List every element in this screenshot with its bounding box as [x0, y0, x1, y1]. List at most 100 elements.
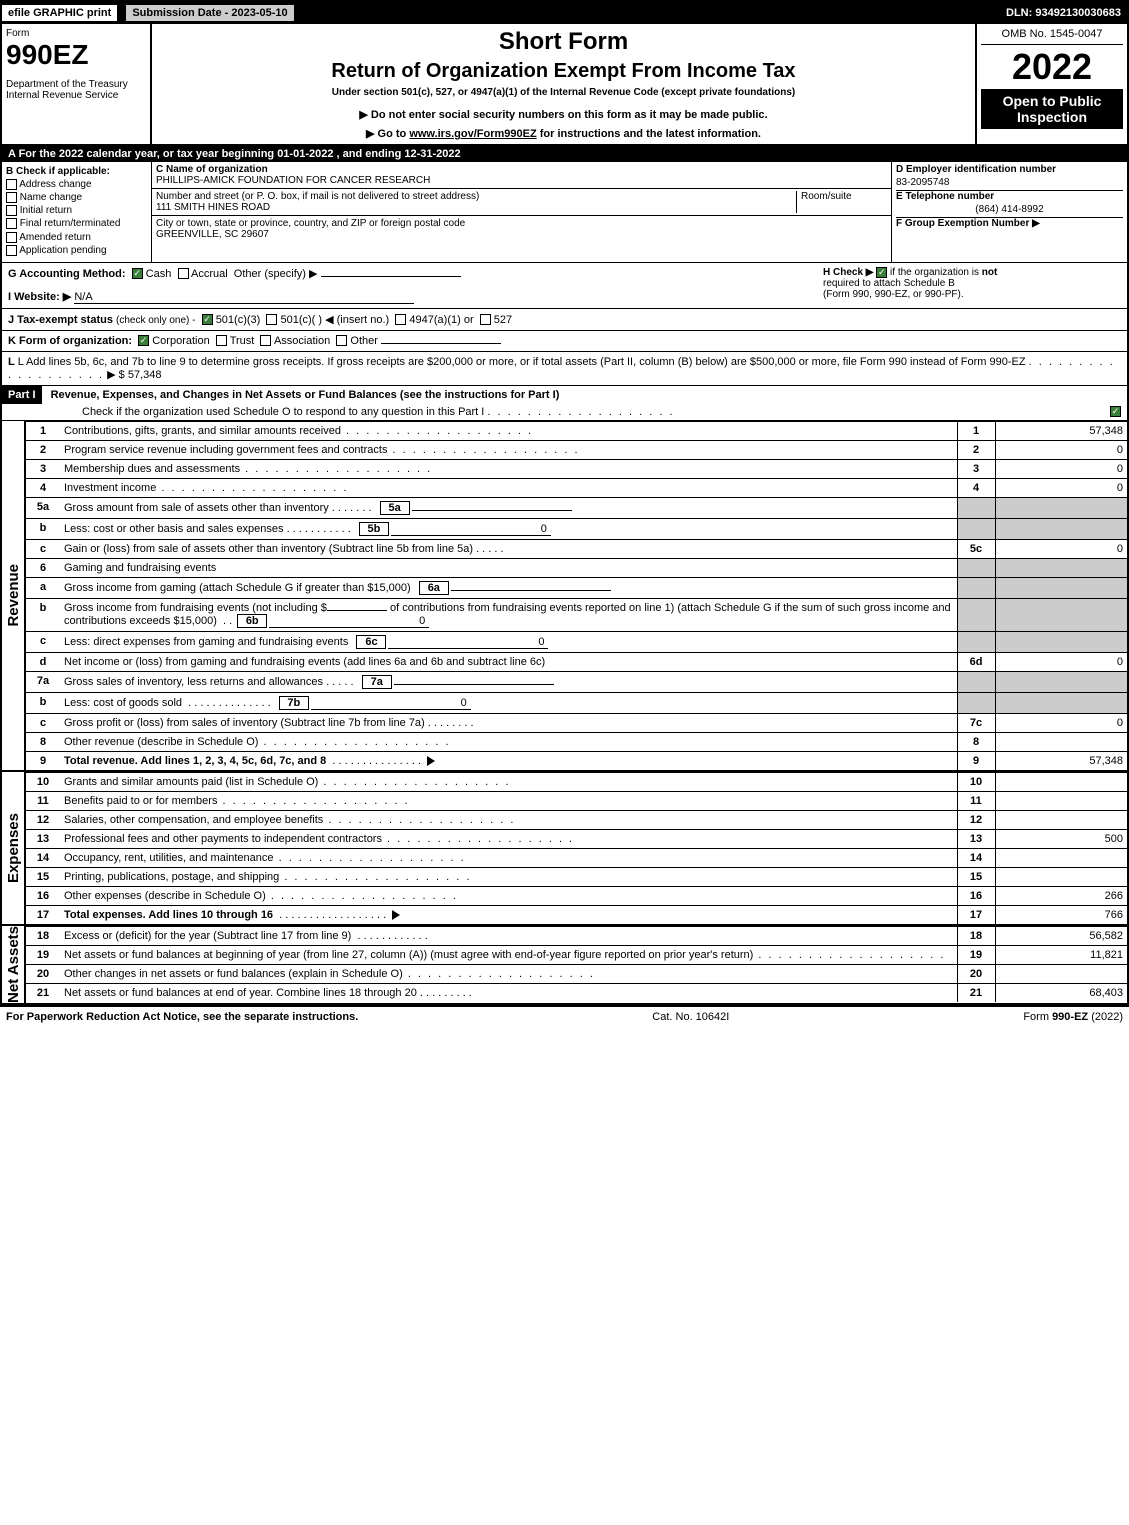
line-8: 8Other revenue (describe in Schedule O)8: [26, 732, 1127, 751]
line-5a: 5aGross amount from sale of assets other…: [26, 497, 1127, 518]
row-h: H Check ▶ ✓ if the organization is not r…: [817, 263, 1127, 308]
title-short-form: Short Form: [156, 28, 971, 56]
part1-check-note: Check if the organization used Schedule …: [82, 406, 484, 418]
line-13: 13Professional fees and other payments t…: [26, 829, 1127, 848]
submission-box: Submission Date - 2023-05-10: [125, 4, 294, 22]
col-b-checkboxes: B Check if applicable: Address change Na…: [2, 162, 152, 262]
chk-schedule-o[interactable]: ✓: [1110, 406, 1121, 417]
row-gh: G Accounting Method: ✓ Cash Accrual Othe…: [2, 263, 1127, 309]
chk-527[interactable]: [480, 314, 491, 325]
footer-right: Form 990-EZ (2022): [1023, 1011, 1123, 1023]
line-18: 18Excess or (deficit) for the year (Subt…: [26, 926, 1127, 945]
k-opt2: Association: [274, 335, 330, 347]
chk-association[interactable]: [260, 335, 271, 346]
c-street-row: Number and street (or P. O. box, if mail…: [152, 189, 891, 216]
b-label: B Check if applicable:: [6, 166, 147, 177]
col-c-org-info: C Name of organization PHILLIPS-AMICK FO…: [152, 162, 892, 262]
k-opt3: Other: [350, 335, 378, 347]
line-3: 3Membership dues and assessments30: [26, 459, 1127, 478]
j-opt1: 501(c)( ) ◀ (insert no.): [281, 314, 390, 326]
form-990ez: efile GRAPHIC print Submission Date - 20…: [0, 0, 1129, 1005]
line-7c: cGross profit or (loss) from sales of in…: [26, 713, 1127, 732]
note2-post: for instructions and the latest informat…: [537, 128, 761, 140]
arrow-icon: [392, 910, 400, 920]
h-post: if the organization is: [887, 267, 982, 278]
top-bar: efile GRAPHIC print Submission Date - 20…: [2, 2, 1127, 24]
k-opt1: Trust: [230, 335, 255, 347]
section-bcd: B Check if applicable: Address change Na…: [2, 162, 1127, 263]
footer-catno: Cat. No. 10642I: [652, 1011, 729, 1023]
inspection-badge: Open to Public Inspection: [981, 89, 1123, 129]
c-name-row: C Name of organization PHILLIPS-AMICK FO…: [152, 162, 891, 189]
arrow-icon: [427, 756, 435, 766]
chk-trust[interactable]: [216, 335, 227, 346]
l-text: L Add lines 5b, 6c, and 7b to line 9 to …: [18, 356, 1026, 368]
line-6d: dNet income or (loss) from gaming and fu…: [26, 652, 1127, 671]
dln-box: DLN: 93492130030683: [1006, 7, 1127, 19]
org-name: PHILLIPS-AMICK FOUNDATION FOR CANCER RES…: [156, 175, 887, 186]
chk-amended-return[interactable]: Amended return: [6, 232, 147, 243]
line-19: 19Net assets or fund balances at beginni…: [26, 945, 1127, 964]
city-value: GREENVILLE, SC 29607: [156, 229, 887, 240]
k-label: K Form of organization:: [8, 335, 132, 347]
h-line3: (Form 990, 990-EZ, or 990-PF).: [823, 289, 1121, 300]
subtitle: Under section 501(c), 527, or 4947(a)(1)…: [156, 87, 971, 98]
revenue-section: Revenue 1Contributions, gifts, grants, a…: [2, 421, 1127, 770]
line-12: 12Salaries, other compensation, and empl…: [26, 810, 1127, 829]
expenses-section: Expenses 10Grants and similar amounts pa…: [2, 770, 1127, 924]
chk-501c[interactable]: [266, 314, 277, 325]
form-number: 990EZ: [6, 39, 146, 71]
chk-application-pending[interactable]: Application pending: [6, 245, 147, 256]
g-other-input[interactable]: [321, 276, 461, 277]
header-left: Form 990EZ Department of the Treasury In…: [2, 24, 152, 144]
header-right: OMB No. 1545-0047 2022 Open to Public In…: [977, 24, 1127, 144]
chk-initial-return[interactable]: Initial return: [6, 205, 147, 216]
chk-501c3[interactable]: ✓: [202, 314, 213, 325]
chk-corporation[interactable]: ✓: [138, 335, 149, 346]
chk-other-org[interactable]: [336, 335, 347, 346]
chk-4947[interactable]: [395, 314, 406, 325]
line-6c: cLess: direct expenses from gaming and f…: [26, 631, 1127, 652]
chk-address-change[interactable]: Address change: [6, 179, 147, 190]
k-other-input[interactable]: [381, 343, 501, 344]
line-21: 21Net assets or fund balances at end of …: [26, 983, 1127, 1002]
line-10: 10Grants and similar amounts paid (list …: [26, 772, 1127, 791]
line-5c: cGain or (loss) from sale of assets othe…: [26, 539, 1127, 558]
irs-link[interactable]: www.irs.gov/Form990EZ: [409, 128, 536, 140]
chk-cash[interactable]: ✓: [132, 268, 143, 279]
l-amount: 57,348: [128, 369, 162, 381]
h-line2: required to attach Schedule B: [823, 278, 1121, 289]
dept-text: Department of the Treasury Internal Reve…: [6, 79, 146, 101]
chk-schedule-b[interactable]: ✓: [876, 267, 887, 278]
c-name-label: C Name of organization: [156, 164, 887, 175]
line-2: 2Program service revenue including gover…: [26, 440, 1127, 459]
chk-accrual[interactable]: [178, 268, 189, 279]
netassets-section: Net Assets 18Excess or (deficit) for the…: [2, 924, 1127, 1003]
form-header: Form 990EZ Department of the Treasury In…: [2, 24, 1127, 146]
j-opt0: 501(c)(3): [216, 314, 261, 326]
netassets-table: 18Excess or (deficit) for the year (Subt…: [26, 926, 1127, 1002]
header-center: Short Form Return of Organization Exempt…: [152, 24, 977, 144]
line-20: 20Other changes in net assets or fund ba…: [26, 964, 1127, 983]
ein-label: D Employer identification number: [896, 164, 1123, 175]
efile-badge: efile GRAPHIC print: [2, 5, 117, 21]
c-city-row: City or town, state or province, country…: [152, 216, 891, 242]
omb-number: OMB No. 1545-0047: [981, 28, 1123, 45]
line-16: 16Other expenses (describe in Schedule O…: [26, 886, 1127, 905]
submission-label: Submission Date -: [132, 7, 231, 19]
chk-final-return[interactable]: Final return/terminated: [6, 218, 147, 229]
chk-name-change[interactable]: Name change: [6, 192, 147, 203]
street-value: 111 SMITH HINES ROAD: [156, 202, 792, 213]
efile-text: efile: [8, 7, 30, 19]
group-label: F Group Exemption Number ▶: [896, 218, 1123, 229]
print-link[interactable]: print: [87, 7, 111, 19]
line-6b: bGross income from fundraising events (n…: [26, 598, 1127, 631]
phone-value: (864) 414-8992: [896, 202, 1123, 218]
j-opt3: 527: [494, 314, 512, 326]
j-opt2: 4947(a)(1) or: [409, 314, 473, 326]
line-6a: aGross income from gaming (attach Schedu…: [26, 577, 1127, 598]
form-word: Form: [6, 28, 146, 39]
dln-value: 93492130030683: [1035, 7, 1121, 19]
submission-date: 2023-05-10: [231, 7, 287, 19]
l-marker: ▶ $: [107, 369, 128, 381]
